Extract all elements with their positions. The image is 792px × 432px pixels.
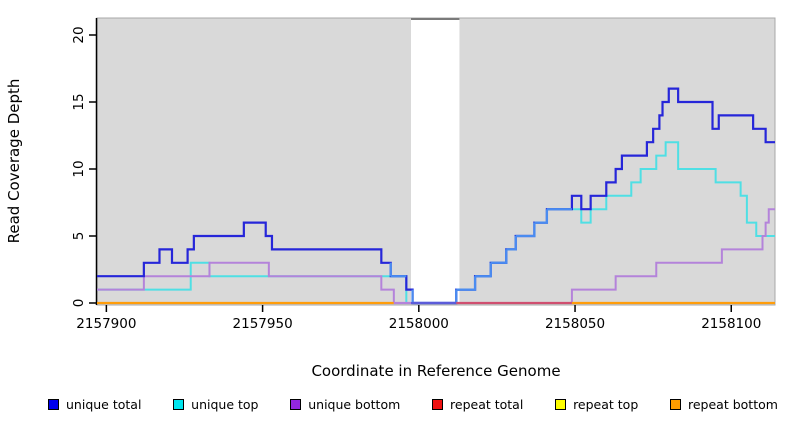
x-tick-label: 2158000 bbox=[389, 316, 449, 332]
legend-item-repeat-total: repeat total bbox=[432, 397, 523, 412]
legend-swatch bbox=[290, 399, 302, 410]
legend-item-unique-top: unique top bbox=[173, 397, 258, 412]
x-axis-label: Coordinate in Reference Genome bbox=[311, 362, 561, 380]
legend: unique total unique top unique bottom re… bbox=[48, 397, 778, 412]
legend-swatch bbox=[670, 399, 681, 410]
legend-item-repeat-bottom: repeat bottom bbox=[670, 397, 778, 412]
legend-swatch bbox=[173, 399, 185, 410]
legend-swatch bbox=[432, 399, 444, 410]
y-tick-label: 20 bbox=[71, 26, 87, 43]
legend-swatch bbox=[48, 399, 59, 410]
series-unique-bottom bbox=[97, 208, 775, 304]
x-tick-label: 2158050 bbox=[545, 316, 605, 332]
y-tick-label: 15 bbox=[71, 93, 87, 110]
legend-item-unique-bottom: unique bottom bbox=[290, 397, 400, 412]
x-tick-label: 2157900 bbox=[76, 316, 136, 332]
legend-label: repeat top bbox=[573, 397, 639, 412]
legend-label: unique top bbox=[191, 397, 259, 412]
legend-item-unique-total: unique total bbox=[48, 397, 141, 412]
y-tick-label: 5 bbox=[71, 232, 87, 241]
legend-label: repeat total bbox=[450, 397, 524, 412]
x-tick-label: 2158100 bbox=[701, 316, 761, 332]
legend-label: unique bottom bbox=[308, 397, 401, 412]
gap-region bbox=[411, 18, 460, 304]
legend-item-repeat-top: repeat top bbox=[555, 397, 638, 412]
y-tick-label: 0 bbox=[71, 299, 87, 308]
y-tick-label: 10 bbox=[71, 160, 87, 177]
y-axis-label: Read Coverage Depth bbox=[5, 78, 23, 244]
legend-swatch bbox=[555, 399, 567, 410]
x-tick-label: 2157950 bbox=[233, 316, 293, 332]
legend-label: unique total bbox=[66, 397, 142, 412]
legend-label: repeat bottom bbox=[688, 397, 778, 412]
